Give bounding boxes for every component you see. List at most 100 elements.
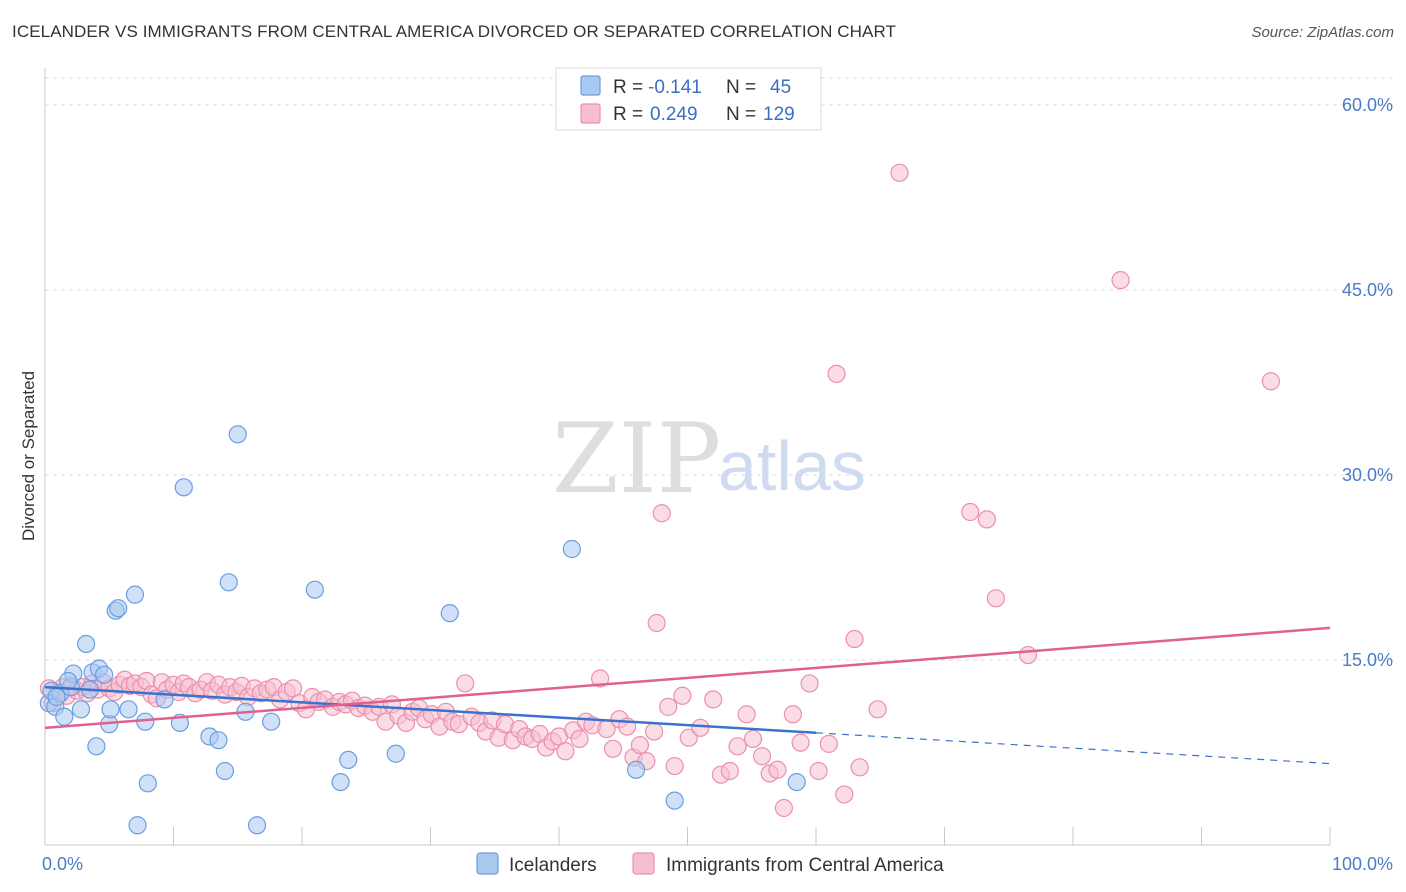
immigrants-point-102 [673, 686, 692, 705]
icelanders-point-38 [440, 604, 459, 623]
immigrants-point-114 [774, 798, 793, 818]
immigrants-point-119 [819, 734, 838, 753]
x-axis-ticks [44, 827, 1331, 845]
immigrants-point-128 [986, 589, 1006, 608]
y-tick-label-60: 60.0% [1342, 95, 1393, 115]
grid-lines [45, 77, 1393, 661]
bottom-legend-immigrants: Immigrants from Central America [666, 855, 944, 876]
immigrants-point-122 [845, 629, 864, 649]
icelanders-point-30 [228, 425, 247, 444]
bottom-legend-icelanders: Icelanders [509, 855, 597, 876]
icelanders-point-41 [665, 791, 684, 810]
watermark: ZIP atlas [552, 403, 866, 515]
watermark-atlas: atlas [718, 427, 866, 505]
immigrants-point-104 [691, 718, 710, 737]
icelanders-point-42 [787, 772, 806, 792]
immigrants-point-120 [827, 364, 846, 383]
immigrants-point-92 [603, 739, 623, 758]
legend-n-label-2: N = [726, 104, 761, 125]
immigrants-point-129 [1018, 645, 1038, 665]
immigrants-point-98 [644, 722, 664, 741]
icelanders-point-27 [209, 731, 228, 750]
immigrants-point-131 [1261, 372, 1280, 391]
immigrants-point-117 [800, 674, 819, 693]
series-icelanders-points [39, 425, 806, 835]
y-axis-label: Divorced or Separated [19, 371, 38, 541]
legend-r-label-1: R = [613, 77, 648, 98]
immigrants-point-96 [630, 735, 650, 755]
legend-swatch-immigrants [580, 103, 601, 124]
legend-n-label-1: N = [726, 77, 761, 98]
icelanders-point-7 [71, 700, 91, 719]
immigrants-point-99 [652, 504, 671, 523]
legend-r-value-1: -0.141 [648, 77, 702, 98]
trend-lines [44, 626, 1331, 765]
legend-r-value-2: 0.249 [650, 104, 698, 125]
immigrants-point-126 [961, 502, 980, 522]
immigrants-point-105 [704, 690, 723, 709]
icelanders-point-28 [215, 761, 234, 781]
x-tick-label-100: 100.0% [1332, 854, 1393, 874]
immigrants-point-85 [556, 742, 575, 761]
series-legend: Icelanders Immigrants from Central Ameri… [476, 852, 944, 876]
icelanders-point-15 [101, 700, 120, 719]
immigrants-point-132 [647, 613, 666, 633]
icelanders-point-19 [125, 585, 145, 604]
icelanders-point-20 [128, 816, 147, 835]
trend-line-icelanders-extension [815, 732, 1331, 765]
icelanders-point-32 [247, 816, 267, 835]
immigrants-point-116 [791, 733, 810, 752]
icelanders-point-40 [626, 760, 646, 779]
correlation-legend: R = -0.141 N = 45 R = 0.249 N = 129 [555, 67, 822, 131]
y-tick-labels: 15.0% 30.0% 45.0% 60.0% [1342, 95, 1393, 670]
trend-line-icelanders [44, 685, 817, 735]
immigrants-point-111 [752, 747, 772, 766]
immigrants-point-115 [783, 705, 802, 724]
immigrants-point-127 [977, 510, 997, 529]
bottom-swatch-icelanders [476, 852, 499, 875]
icelanders-point-18 [119, 700, 138, 719]
legend-r-label-2: R = [613, 104, 648, 125]
immigrants-point-124 [868, 700, 887, 719]
immigrants-point-125 [890, 163, 909, 182]
immigrants-point-90 [591, 669, 610, 688]
immigrants-point-108 [728, 737, 747, 756]
immigrants-point-121 [835, 785, 854, 804]
icelanders-point-37 [386, 744, 405, 763]
icelanders-point-34 [305, 580, 324, 599]
legend-n-value-2: 129 [763, 104, 795, 125]
immigrants-point-110 [743, 729, 763, 749]
immigrants-point-118 [809, 761, 828, 781]
icelanders-point-4 [55, 707, 74, 726]
immigrants-point-87 [570, 729, 589, 749]
icelanders-point-11 [87, 737, 106, 756]
icelanders-point-17 [109, 599, 128, 618]
immigrants-point-130 [1111, 271, 1130, 290]
immigrants-point-107 [720, 761, 740, 781]
chart-title: ICELANDER VS IMMIGRANTS FROM CENTRAL AME… [12, 22, 897, 41]
immigrants-point-103 [679, 728, 698, 747]
icelanders-point-13 [95, 665, 114, 684]
y-tick-label-45: 45.0% [1342, 280, 1393, 300]
immigrants-point-123 [850, 758, 869, 777]
icelanders-point-22 [138, 774, 157, 793]
immigrants-point-109 [737, 705, 756, 724]
icelanders-point-43 [47, 687, 66, 707]
watermark-zip: ZIP [552, 403, 721, 515]
trend-line-immigrants [44, 626, 1331, 730]
y-tick-label-30: 30.0% [1342, 465, 1393, 485]
icelanders-point-39 [562, 539, 581, 559]
icelanders-point-35 [331, 772, 350, 792]
icelanders-point-33 [262, 712, 281, 731]
immigrants-point-113 [768, 760, 787, 779]
immigrants-point-100 [659, 697, 678, 716]
x-tick-label-0: 0.0% [42, 854, 83, 874]
icelanders-point-29 [219, 573, 238, 592]
y-tick-label-15: 15.0% [1342, 650, 1393, 670]
bottom-swatch-immigrants [632, 852, 655, 875]
chart-source: Source: ZipAtlas.com [1251, 24, 1394, 41]
icelanders-point-25 [174, 478, 193, 497]
icelanders-point-8 [77, 634, 96, 654]
legend-n-value-1: 45 [770, 77, 791, 98]
